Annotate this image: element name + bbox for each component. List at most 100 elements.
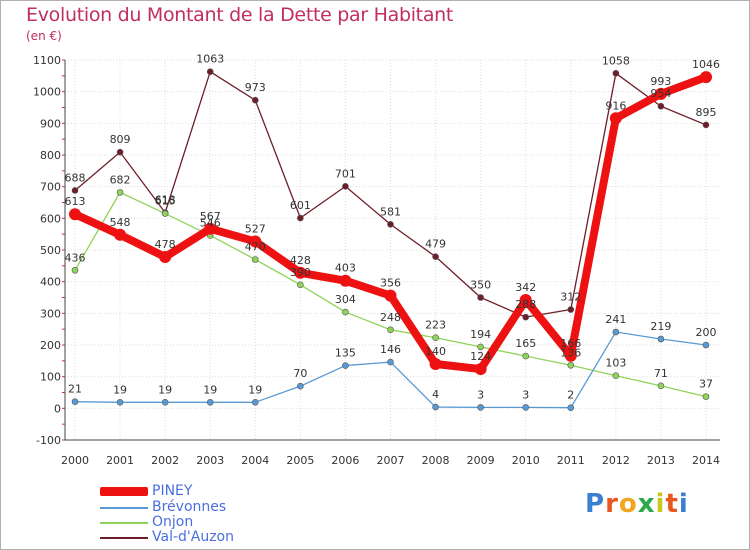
data-label-br-vonnes: 19 — [248, 383, 262, 396]
data-label-val-d-auzon: 688 — [65, 171, 86, 184]
data-label-onjon: 136 — [560, 346, 581, 359]
legend-item-val-dauzon: Val-d'Auzon — [100, 529, 300, 546]
data-label-piney: 428 — [290, 254, 311, 267]
y-tick-label: 700 — [40, 181, 61, 194]
data-point-val-d-auzon — [657, 102, 665, 110]
data-point-piney — [69, 208, 81, 221]
data-point-piney — [339, 274, 352, 287]
data-label-onjon: 165 — [515, 337, 536, 350]
x-tick-label: 2003 — [196, 454, 224, 467]
data-point-piney — [519, 294, 532, 307]
data-point-onjon — [432, 334, 439, 342]
data-point-val-d-auzon — [702, 121, 710, 129]
data-point-br-vonnes — [432, 403, 439, 411]
data-point-br-vonnes — [297, 382, 304, 390]
x-tick-label: 2007 — [377, 454, 405, 467]
legend-swatch-onjon — [100, 522, 148, 524]
data-point-br-vonnes — [161, 399, 169, 406]
legend-swatch-brevonnes — [100, 507, 148, 509]
legend-label-brevonnes: Brévonnes — [152, 499, 227, 515]
y-tick-label: 1100 — [33, 54, 61, 67]
data-label-onjon: 615 — [155, 195, 176, 208]
data-point-onjon — [297, 281, 304, 289]
x-tick-label: 2009 — [467, 454, 495, 467]
data-label-piney: 166 — [560, 337, 581, 350]
data-label-val-d-auzon: 312 — [560, 291, 581, 304]
data-label-onjon: 546 — [200, 216, 221, 229]
y-tick-label: 400 — [40, 276, 61, 289]
x-tick-label: 2002 — [151, 454, 179, 467]
legend-swatch-piney — [100, 487, 148, 496]
data-label-piney: 403 — [335, 262, 356, 275]
data-label-piney: 567 — [200, 210, 221, 223]
data-label-br-vonnes: 3 — [522, 388, 529, 401]
data-label-br-vonnes: 19 — [113, 383, 127, 396]
data-label-val-d-auzon: 1063 — [196, 53, 224, 66]
data-label-onjon: 682 — [110, 173, 131, 186]
legend-label-onjon: Onjon — [152, 514, 194, 530]
logo-letter: P — [585, 489, 606, 519]
x-tick-label: 2012 — [602, 454, 630, 467]
data-point-onjon — [657, 382, 665, 390]
data-label-onjon: 194 — [470, 328, 491, 341]
data-label-piney: 356 — [380, 277, 401, 290]
data-point-piney — [384, 289, 397, 302]
data-point-br-vonnes — [612, 328, 620, 336]
data-point-val-d-auzon — [251, 96, 259, 104]
logo-letter: r — [605, 489, 619, 519]
data-label-val-d-auzon: 581 — [380, 205, 401, 218]
data-label-onjon: 248 — [380, 311, 401, 324]
data-point-piney — [654, 87, 667, 100]
data-point-val-d-auzon — [71, 187, 79, 194]
x-tick-label: 2013 — [647, 454, 675, 467]
legend-item-piney: PINEY — [100, 483, 300, 500]
data-point-br-vonnes — [657, 335, 665, 343]
data-label-onjon: 103 — [605, 357, 626, 370]
data-point-val-d-auzon — [612, 70, 620, 77]
data-label-onjon: 71 — [654, 367, 668, 380]
data-point-piney — [474, 363, 487, 376]
data-label-val-d-auzon: 809 — [110, 133, 131, 146]
data-point-piney — [204, 222, 217, 235]
chart-unit: (en €) — [26, 29, 62, 43]
y-tick-label: 900 — [40, 117, 61, 130]
y-tick-label: 800 — [40, 149, 61, 162]
data-point-onjon — [116, 189, 124, 196]
data-point-onjon — [71, 266, 79, 274]
data-label-br-vonnes: 4 — [432, 388, 439, 401]
data-point-br-vonnes — [567, 404, 575, 412]
data-label-br-vonnes: 2 — [567, 389, 574, 402]
data-label-val-d-auzon: 601 — [290, 199, 311, 212]
data-label-val-d-auzon: 973 — [245, 81, 266, 94]
data-label-br-vonnes: 3 — [477, 388, 484, 401]
data-point-onjon — [702, 393, 710, 400]
x-tick-label: 2005 — [286, 454, 314, 467]
x-tick-label: 2011 — [557, 454, 585, 467]
data-point-onjon — [612, 372, 620, 380]
data-point-onjon — [161, 210, 169, 217]
data-label-val-d-auzon: 479 — [425, 238, 446, 251]
data-label-piney: 916 — [605, 99, 626, 112]
data-point-onjon — [342, 308, 349, 316]
x-tick-label: 2006 — [331, 454, 359, 467]
y-tick-label: 500 — [40, 244, 61, 257]
data-label-br-vonnes: 19 — [158, 383, 172, 396]
data-label-br-vonnes: 241 — [605, 313, 626, 326]
logo-letter: i — [678, 489, 689, 519]
data-label-br-vonnes: 21 — [68, 383, 82, 396]
data-point-onjon — [477, 343, 484, 351]
legend-label-val-dauzon: Val-d'Auzon — [152, 529, 234, 545]
data-point-onjon — [522, 352, 530, 360]
data-point-piney — [294, 266, 307, 279]
data-label-piney: 342 — [515, 281, 536, 294]
y-tick-label: 200 — [40, 339, 61, 352]
logo-letter: x — [637, 489, 656, 519]
proxiti-logo: Proxiti — [585, 489, 689, 519]
data-point-piney — [609, 112, 622, 125]
legend-label-piney: PINEY — [152, 483, 193, 499]
legend-item-onjon: Onjon — [100, 514, 300, 531]
data-point-br-vonnes — [522, 404, 530, 411]
y-tick-label: 1000 — [33, 86, 61, 99]
logo-letter: i — [655, 489, 666, 519]
